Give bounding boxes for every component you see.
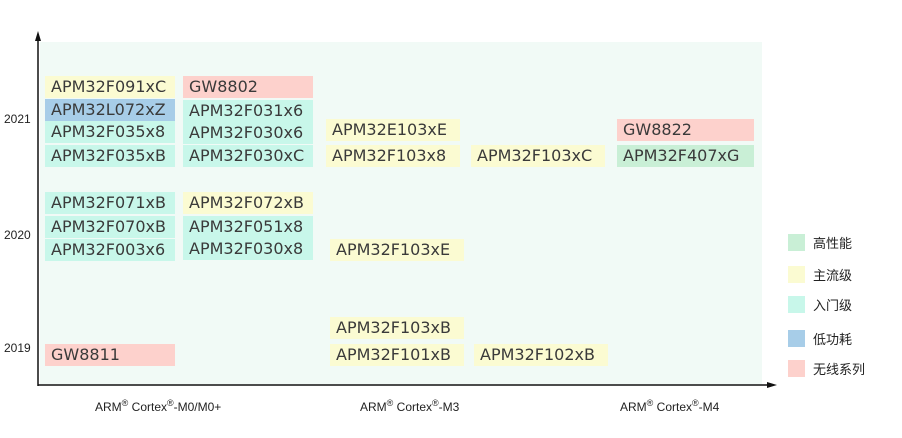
product-chip: APM32F101xB: [330, 344, 464, 366]
product-chip: APM32F103x8: [326, 145, 460, 167]
product-chip: GW8802: [183, 76, 313, 98]
legend-item: 入门级: [788, 295, 853, 314]
product-chip: APM32F070xB: [45, 216, 175, 238]
x-axis-arrow: [767, 382, 777, 388]
legend-swatch: [788, 329, 805, 347]
category-label-m0: ARM® Cortex®-M0/M0+: [95, 398, 222, 414]
legend-label: 低功耗: [813, 332, 853, 348]
product-chip: APM32F030xC: [183, 145, 313, 167]
category-label-m4: ARM® Cortex®-M4: [620, 398, 720, 414]
year-label-2020: 2020: [4, 228, 31, 242]
legend-swatch: [788, 233, 805, 251]
product-chip: APM32F103xB: [330, 317, 464, 339]
legend-swatch: [788, 295, 805, 313]
legend-label: 无线系列: [813, 362, 866, 378]
product-chip: APM32F103xC: [471, 145, 605, 167]
legend-label: 主流级: [813, 268, 853, 284]
product-chip: APM32F072xB: [183, 192, 313, 214]
product-chip: APM32F031x6: [183, 100, 313, 122]
product-chip: APM32F030x6: [183, 122, 313, 144]
legend-item: 低功耗: [788, 329, 853, 348]
product-chip: APM32E103xE: [326, 119, 460, 141]
product-chip: APM32F103xE: [330, 239, 464, 261]
product-chip: APM32F102xB: [474, 344, 608, 366]
product-chip: APM32F091xC: [45, 76, 175, 98]
product-chip: APM32F051x8: [183, 216, 313, 238]
legend-swatch: [788, 359, 805, 377]
year-label-2019: 2019: [4, 341, 31, 355]
legend-label: 入门级: [813, 298, 853, 314]
legend-label: 高性能: [813, 236, 853, 252]
product-chip: APM32F030x8: [183, 238, 313, 260]
legend-item: 主流级: [788, 265, 853, 284]
product-chip: APM32F071xB: [45, 192, 175, 214]
product-chip: APM32L072xZ: [45, 99, 175, 121]
product-chip: APM32F035x8: [45, 121, 175, 143]
product-chip: GW8822: [617, 119, 754, 141]
legend-swatch: [788, 265, 805, 283]
legend-item: 无线系列: [788, 359, 866, 378]
category-label-m3: ARM® Cortex®-M3: [360, 398, 460, 414]
product-chip: APM32F407xG: [617, 145, 754, 167]
product-chip: APM32F035xB: [45, 145, 175, 167]
year-label-2021: 2021: [4, 112, 31, 126]
product-chip: APM32F003x6: [45, 239, 175, 261]
product-chip: GW8811: [45, 344, 175, 366]
y-axis-arrow: [35, 31, 41, 41]
legend-item: 高性能: [788, 233, 853, 252]
